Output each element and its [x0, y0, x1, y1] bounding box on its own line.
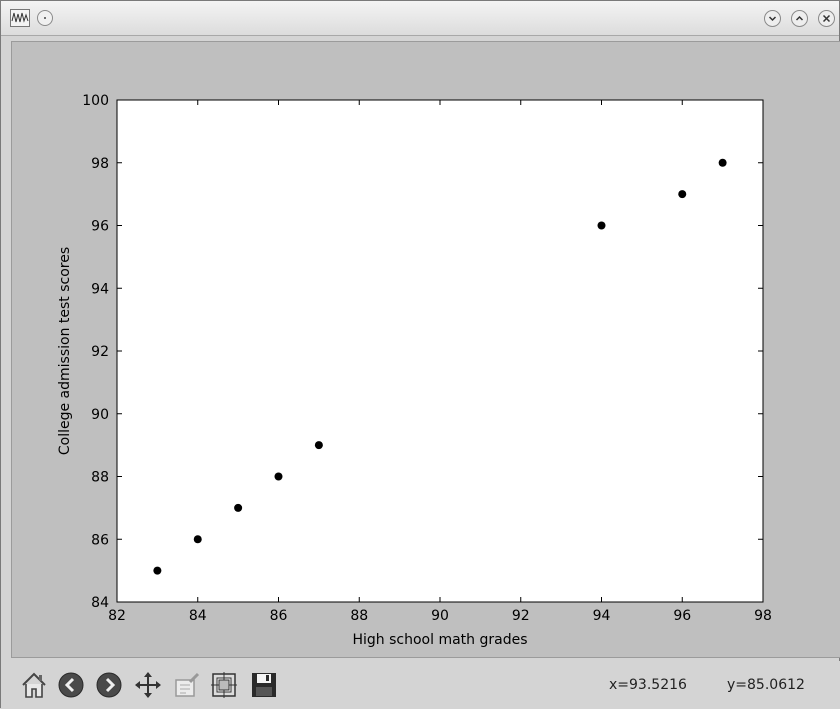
data-point [234, 503, 243, 512]
configure-subplots-icon[interactable] [209, 670, 239, 700]
y-tick-label: 86 [91, 532, 109, 548]
back-icon[interactable] [56, 670, 86, 700]
x-axis-label: High school math grades [352, 632, 527, 648]
x-tick-label: 92 [512, 608, 530, 624]
maximize-icon[interactable] [791, 10, 808, 27]
data-point [597, 221, 606, 230]
x-tick-label: 84 [189, 608, 207, 624]
y-tick-label: 90 [91, 407, 109, 423]
y-tick-label: 88 [91, 470, 109, 486]
data-point [718, 158, 727, 167]
y-tick-label: 94 [91, 281, 109, 297]
save-icon[interactable] [249, 670, 279, 700]
x-tick-label: 90 [431, 608, 449, 624]
x-tick-label: 86 [270, 608, 288, 624]
title-bar [1, 1, 839, 36]
pan-icon[interactable] [133, 670, 163, 700]
y-tick-label: 84 [91, 595, 109, 611]
plot-area [116, 99, 764, 603]
data-point [153, 566, 162, 575]
y-tick-label: 92 [91, 344, 109, 360]
navigation-toolbar: x=93.5216 y=85.0612 [1, 661, 840, 709]
y-axis-label: College admission test scores [57, 247, 73, 455]
x-tick-label: 82 [108, 608, 126, 624]
data-point [193, 535, 202, 544]
forward-icon[interactable] [94, 670, 124, 700]
minimize-icon[interactable] [764, 10, 781, 27]
home-icon[interactable] [19, 670, 49, 700]
x-tick-label: 94 [593, 608, 611, 624]
data-point [274, 472, 283, 481]
y-tick-label: 98 [91, 156, 109, 172]
x-tick-label: 88 [350, 608, 368, 624]
y-tick-label: 100 [82, 93, 109, 109]
zoom-icon[interactable] [172, 670, 202, 700]
x-tick-label: 98 [754, 608, 772, 624]
data-point [314, 441, 323, 450]
data-point [678, 190, 687, 199]
waveform-app-icon [10, 9, 30, 27]
x-tick-label: 96 [673, 608, 691, 624]
cursor-x-readout: x=93.5216 [609, 677, 687, 693]
y-tick-label: 96 [91, 219, 109, 235]
cursor-y-readout: y=85.0612 [727, 677, 805, 693]
window-menu-button[interactable] [37, 10, 53, 26]
close-icon[interactable] [818, 10, 835, 27]
figure-canvas[interactable]: 82 84 86 88 90 92 94 96 98 84 86 88 90 92 94 96 98 100 Hig… [11, 41, 840, 658]
scatter-chart: 82 84 86 88 90 92 94 96 988486889092949698100Hig… [57, 93, 772, 648]
